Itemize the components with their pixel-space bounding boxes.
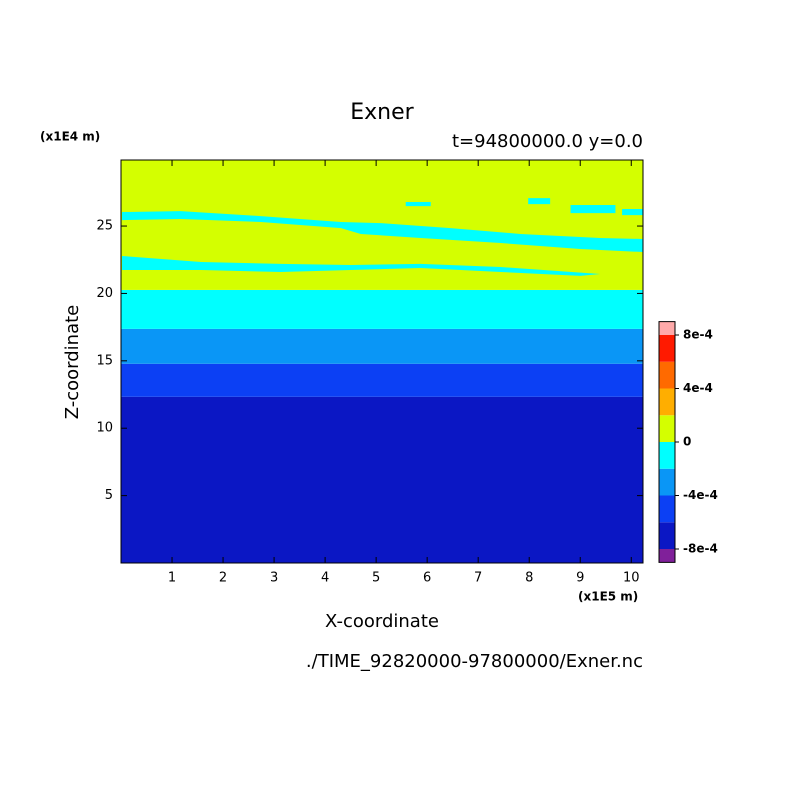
x-tick-label: 8 (525, 571, 533, 586)
contour-band (121, 328, 643, 364)
colorbar-tick-label: 8e-4 (683, 328, 713, 342)
x-tick-label: 2 (219, 571, 227, 586)
contour-region (528, 198, 551, 205)
x-tick-label: 9 (576, 571, 584, 586)
chart-title: Exner (350, 100, 414, 125)
y-tick-label: 20 (96, 286, 113, 301)
contour-band (121, 396, 643, 563)
contour-band (121, 289, 643, 329)
colorbar-tick-label: -4e-4 (683, 488, 718, 502)
y-tick-label: 25 (96, 219, 113, 234)
contour-region (570, 205, 616, 214)
footer: ./TIME_92820000-97800000/Exner.nc (306, 651, 643, 672)
x-tick-label: 3 (270, 571, 278, 586)
x-axis-label: X-coordinate (325, 611, 439, 632)
x-unit: (x1E5 m) (578, 590, 638, 604)
y-tick-label: 10 (96, 421, 113, 436)
x-tick-label: 4 (321, 571, 329, 586)
colorbar-bin (659, 321, 675, 335)
colorbar-bin (659, 335, 675, 362)
chart-subtitle: t=94800000.0 y=0.0 (452, 131, 643, 152)
y-unit: (x1E4 m) (40, 130, 100, 144)
x-tick-label: 5 (372, 571, 380, 586)
colorbar-bin (659, 549, 675, 563)
colorbar-bin (659, 388, 675, 416)
plot-frame (120, 159, 644, 564)
colorbar-bin (659, 522, 675, 549)
contour-region (405, 202, 431, 207)
contour-region (122, 255, 601, 276)
y-tick-label: 5 (105, 488, 113, 503)
x-tick-label: 1 (168, 571, 176, 586)
colorbar-bin (659, 415, 675, 442)
y-axis-label: Z-coordinate (62, 305, 83, 420)
colorbar-bin (659, 468, 675, 496)
colorbar-bin (659, 495, 675, 523)
colorbar-tick-label: 4e-4 (683, 381, 713, 395)
colorbar-tick-label: 0 (683, 435, 691, 449)
colorbar-tick-label: -8e-4 (683, 542, 718, 556)
contour-band (121, 363, 643, 397)
x-tick-label: 7 (474, 571, 482, 586)
x-tick-label: 10 (623, 571, 640, 586)
colorbar-bin (659, 442, 675, 469)
contour-region (122, 211, 644, 253)
colorbar-bin (659, 361, 675, 389)
y-tick-label: 15 (96, 353, 113, 368)
x-tick-label: 6 (423, 571, 431, 586)
contour-region (622, 209, 643, 216)
